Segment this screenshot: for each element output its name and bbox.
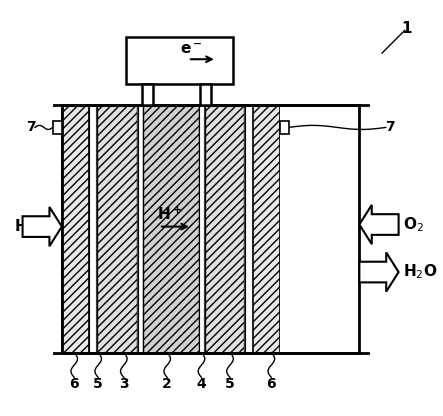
Polygon shape [359, 205, 399, 244]
Text: 2: 2 [162, 376, 172, 391]
Bar [126, 37, 233, 84]
Text: 6: 6 [70, 376, 79, 391]
Bar [138, 105, 143, 353]
Bar [198, 105, 204, 353]
Text: 4: 4 [197, 376, 206, 391]
Bar [62, 105, 359, 353]
Text: H$_2$O: H$_2$O [403, 262, 437, 281]
Bar [204, 105, 205, 353]
Text: 7: 7 [385, 120, 395, 134]
Bar [205, 105, 244, 353]
Polygon shape [359, 253, 399, 292]
Text: O$_2$: O$_2$ [403, 215, 424, 234]
Text: 1: 1 [402, 21, 412, 36]
Text: 6: 6 [267, 376, 276, 391]
Bar [253, 105, 280, 353]
Polygon shape [23, 207, 62, 246]
Bar [280, 121, 289, 134]
Text: H$_2$: H$_2$ [14, 217, 35, 236]
Bar [143, 105, 198, 353]
Text: 5: 5 [225, 376, 235, 391]
Text: $\mathbf{e^-}$: $\mathbf{e^-}$ [179, 42, 202, 57]
Text: 5: 5 [93, 376, 103, 391]
Bar [96, 105, 97, 353]
Bar [200, 84, 210, 105]
Text: 3: 3 [119, 376, 128, 391]
Bar [280, 105, 359, 353]
Text: 7: 7 [26, 120, 35, 134]
Bar [136, 105, 138, 353]
Bar [89, 105, 96, 353]
Text: $\mathbf{H^+}$: $\mathbf{H^+}$ [157, 206, 182, 223]
Bar [53, 121, 62, 134]
Bar [142, 84, 153, 105]
Bar [245, 105, 253, 353]
Bar [62, 105, 89, 353]
Bar [97, 105, 136, 353]
Bar [244, 105, 245, 353]
